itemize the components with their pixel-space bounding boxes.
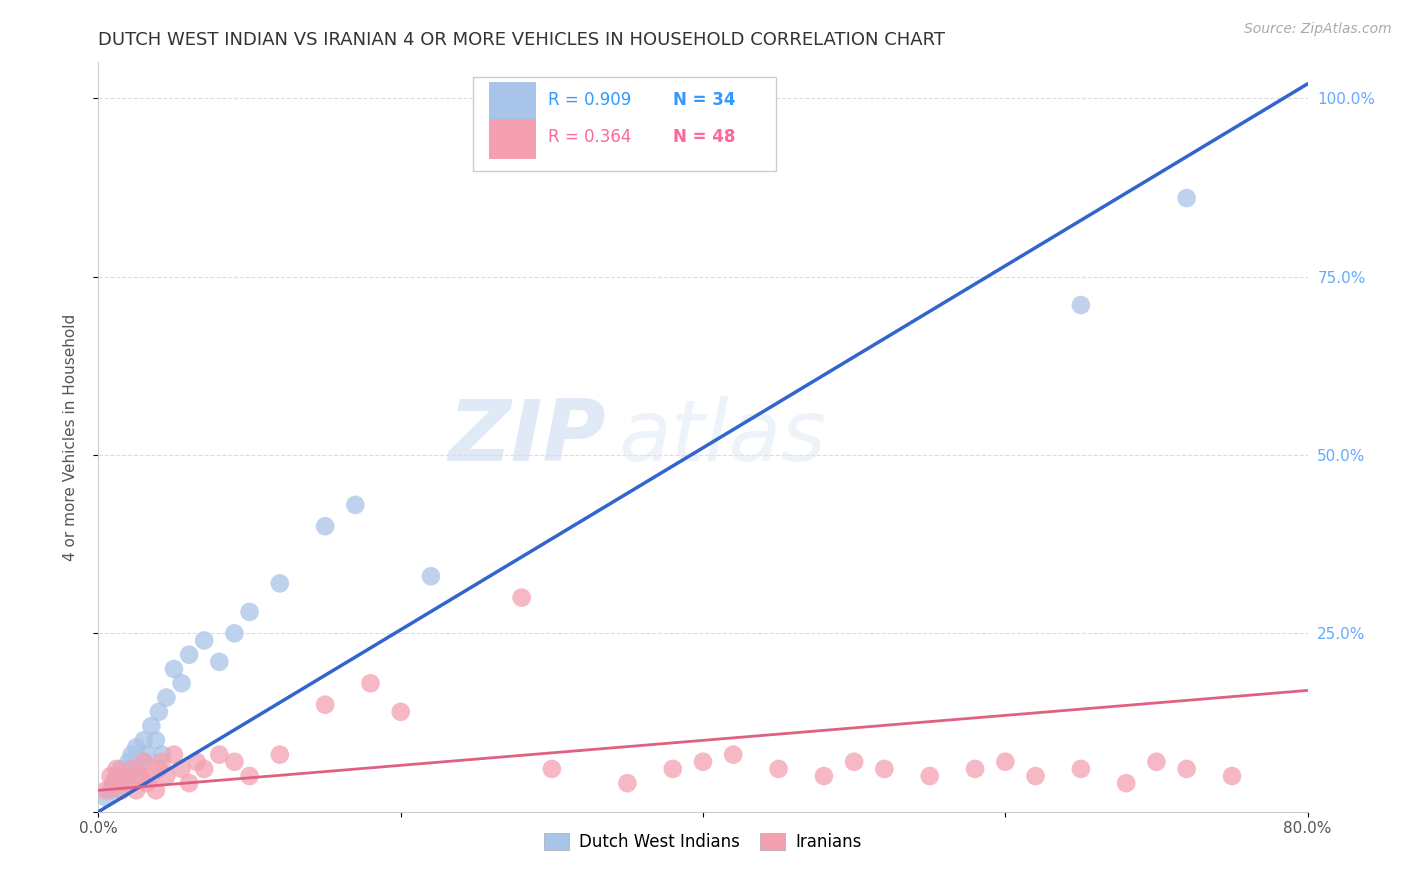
Point (110, 783, 132, 797)
Point (314, 519, 336, 533)
Point (94, 790, 117, 805)
Point (129, 769, 152, 783)
Point (1175, 762, 1198, 776)
Point (148, 705, 170, 719)
Text: R = 0.909: R = 0.909 (548, 91, 631, 109)
Point (540, 762, 562, 776)
Point (155, 769, 177, 783)
Text: Source: ZipAtlas.com: Source: ZipAtlas.com (1244, 22, 1392, 37)
Point (129, 769, 152, 783)
Point (103, 776, 125, 790)
Point (163, 662, 186, 676)
Legend: Dutch West Indians, Iranians: Dutch West Indians, Iranians (537, 826, 869, 857)
Point (1144, 755, 1167, 769)
Point (145, 733, 167, 747)
Y-axis label: 4 or more Vehicles in Household: 4 or more Vehicles in Household (63, 313, 77, 561)
Point (110, 783, 132, 797)
Point (132, 733, 155, 747)
FancyBboxPatch shape (489, 82, 536, 122)
Point (269, 576, 291, 591)
Point (179, 776, 201, 790)
Text: N = 48: N = 48 (672, 128, 735, 146)
Point (269, 747, 291, 762)
Point (150, 755, 173, 769)
Point (103, 776, 125, 790)
Point (389, 705, 412, 719)
Text: R = 0.364: R = 0.364 (548, 128, 631, 146)
Text: N = 34: N = 34 (672, 91, 735, 109)
Point (1070, 298, 1092, 312)
Point (125, 740, 148, 755)
Point (118, 755, 141, 769)
Text: DUTCH WEST INDIAN VS IRANIAN 4 OR MORE VEHICLES IN HOUSEHOLD CORRELATION CHART: DUTCH WEST INDIAN VS IRANIAN 4 OR MORE V… (98, 31, 945, 49)
Point (193, 762, 215, 776)
Point (661, 762, 683, 776)
Point (105, 762, 128, 776)
Point (141, 719, 163, 733)
Text: ZIP: ZIP (449, 395, 606, 479)
Point (105, 769, 128, 783)
Point (150, 747, 173, 762)
Point (118, 776, 141, 790)
Point (314, 698, 336, 712)
Point (148, 762, 170, 776)
Point (118, 776, 141, 790)
Point (965, 762, 987, 776)
Point (125, 762, 148, 776)
Point (239, 605, 262, 619)
FancyBboxPatch shape (474, 78, 776, 171)
Point (844, 755, 866, 769)
Point (179, 648, 201, 662)
Point (132, 755, 155, 769)
Point (125, 783, 148, 797)
Point (1220, 769, 1243, 783)
Point (224, 755, 246, 769)
Point (170, 676, 193, 690)
Point (768, 762, 790, 776)
Point (110, 762, 132, 776)
Point (420, 569, 443, 583)
Point (616, 776, 638, 790)
Point (121, 762, 143, 776)
Point (1024, 769, 1046, 783)
Point (239, 769, 262, 783)
Point (1115, 776, 1137, 790)
Point (132, 755, 155, 769)
Point (994, 755, 1017, 769)
Text: atlas: atlas (619, 395, 827, 479)
Point (155, 690, 177, 705)
Point (121, 747, 143, 762)
Point (186, 755, 208, 769)
Point (135, 747, 157, 762)
Point (692, 755, 714, 769)
Point (100, 769, 122, 783)
Point (224, 626, 246, 640)
Point (145, 783, 167, 797)
Point (135, 776, 157, 790)
Point (100, 783, 122, 797)
Point (208, 747, 231, 762)
Point (114, 769, 136, 783)
Point (344, 498, 367, 512)
FancyBboxPatch shape (489, 120, 536, 160)
Point (170, 762, 193, 776)
Point (193, 633, 215, 648)
Point (94, 783, 117, 797)
Point (360, 676, 382, 690)
Point (1175, 191, 1198, 205)
Point (208, 655, 231, 669)
Point (114, 769, 136, 783)
Point (918, 769, 941, 783)
Point (873, 762, 896, 776)
Point (1070, 762, 1092, 776)
Point (163, 747, 186, 762)
Point (510, 591, 533, 605)
Point (813, 769, 835, 783)
Point (723, 747, 745, 762)
Point (141, 769, 163, 783)
